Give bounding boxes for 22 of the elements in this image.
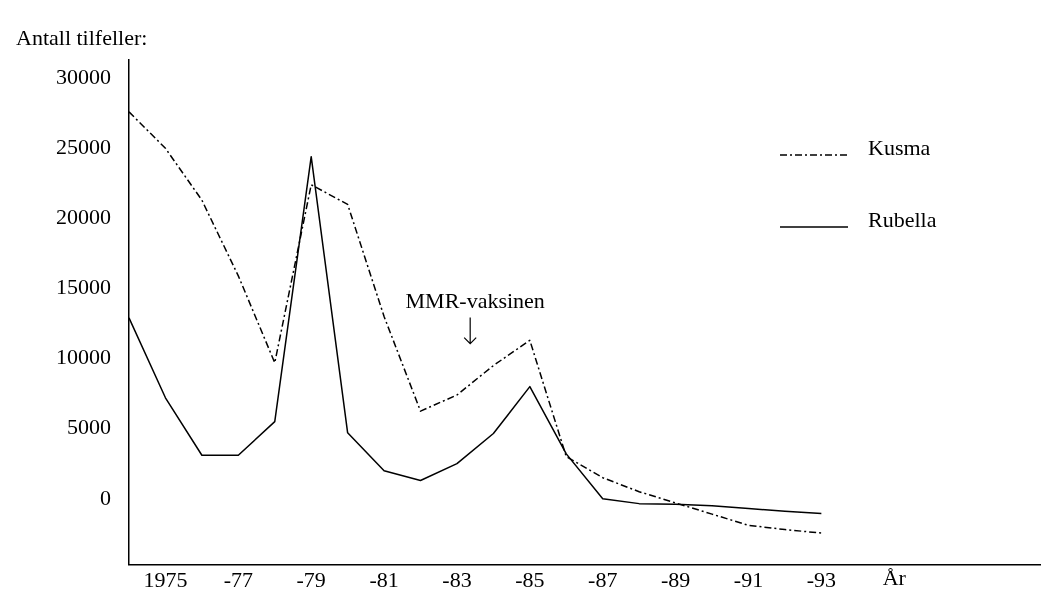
x-tick-label: -91	[733, 566, 764, 592]
x-tick-label: -83	[442, 566, 472, 592]
x-axis-title: År	[882, 565, 907, 591]
y-tick-label: 30000	[56, 64, 111, 89]
y-tick-label: 15000	[56, 274, 111, 300]
x-tick-label: -81	[369, 566, 399, 592]
x-tick-label: -85	[515, 566, 545, 592]
x-tick-label: -77	[223, 566, 253, 592]
x-tick-label: -87	[588, 566, 618, 592]
x-tick-label: -93	[806, 566, 837, 592]
y-tick-label: 10000	[56, 344, 111, 370]
y-tick-label: 0	[100, 484, 111, 510]
x-tick-label: -79	[296, 566, 326, 592]
legend-label: Kusma	[868, 134, 931, 160]
y-axis-title: Antall tilfeller:	[16, 24, 148, 50]
x-tick-label: 1975	[143, 566, 188, 592]
x-tick-label: -89	[660, 566, 691, 592]
y-tick-label: 25000	[56, 134, 111, 160]
annotation: MMR-vaksinen	[405, 288, 545, 314]
legend-label: Rubella	[868, 206, 937, 232]
y-tick-label: 5000	[67, 414, 111, 440]
y-tick-label: 20000	[56, 204, 111, 230]
